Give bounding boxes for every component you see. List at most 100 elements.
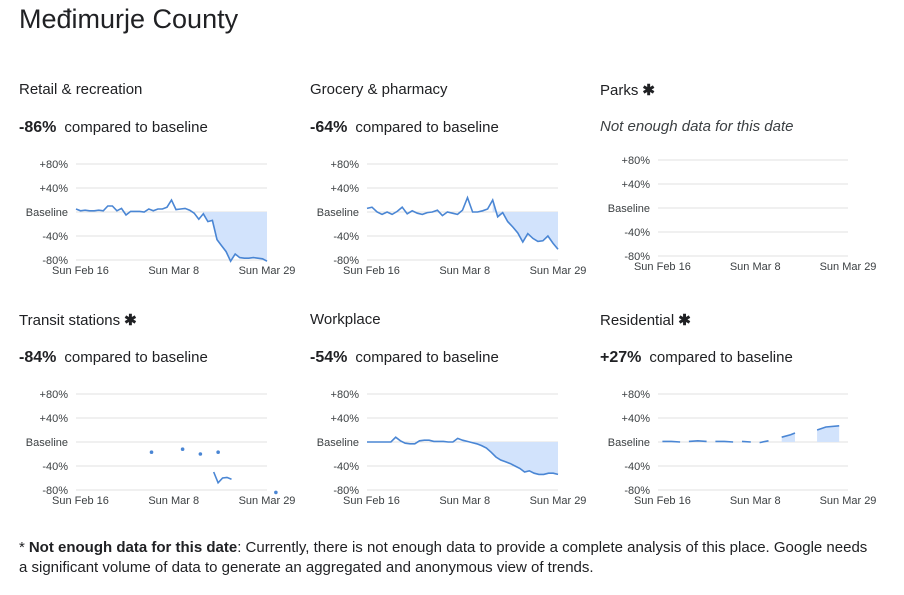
y-tick-label: -40% — [624, 461, 650, 473]
y-tick-label: Baseline — [26, 207, 68, 219]
series-line — [366, 195, 559, 250]
y-tick-label: -80% — [624, 251, 650, 263]
series-line — [662, 440, 681, 443]
y-tick-label: +80% — [622, 155, 651, 167]
shaded-area — [462, 440, 558, 475]
data-point — [274, 490, 278, 495]
y-tick-label: -80% — [333, 255, 359, 267]
y-tick-label: -40% — [42, 231, 68, 243]
y-tick-label: Baseline — [608, 203, 650, 215]
data-point — [180, 447, 185, 451]
y-tick-label: -40% — [333, 231, 359, 243]
percent-change: -64% — [310, 119, 348, 136]
footnote-bold: Not enough data for this date — [28, 539, 238, 556]
asterisk-icon: ✱ — [642, 82, 655, 99]
panel-title: Grocery & pharmacy — [310, 81, 448, 98]
x-tick-label: Sun Mar 29 — [820, 261, 877, 273]
percent-change: -54% — [310, 349, 348, 366]
y-tick-label: Baseline — [317, 437, 359, 449]
x-tick-label: Sun Feb 16 — [52, 495, 109, 507]
x-tick-label: Sun Mar 8 — [148, 495, 199, 507]
panel-residential: Residential ✱ +27% compared to baseline +8… — [600, 311, 890, 531]
y-tick-label: +40% — [40, 413, 69, 425]
compare-label: compared to baseline — [64, 349, 208, 366]
panel-stat: -84% compared to baseline — [19, 349, 208, 367]
x-tick-label: Sun Feb 16 — [343, 265, 400, 277]
compare-label: compared to baseline — [649, 349, 793, 366]
panel-stat: +27% compared to baseline — [600, 349, 793, 367]
x-tick-label: Sun Feb 16 — [634, 495, 691, 507]
y-tick-label: +80% — [331, 389, 360, 401]
y-tick-label: +40% — [622, 413, 651, 425]
shaded-area — [817, 425, 840, 442]
panel-stat: -64% compared to baseline — [310, 119, 499, 137]
workplace-chart: +80% +40% Baseline -40% -80%Sun Feb 16 Sun Ma… — [317, 389, 587, 507]
shaded-area — [203, 212, 267, 262]
x-tick-label: Sun Mar 29 — [530, 495, 587, 507]
data-point — [149, 450, 154, 454]
panel-retail-recreation: Retail & recreation -86% compared to base… — [19, 81, 309, 301]
x-tick-label: Sun Mar 8 — [439, 265, 490, 277]
y-tick-label: +80% — [40, 389, 69, 401]
parks-chart: +80% +40% Baseline -40% -80%Sun Feb 16 Sun Ma… — [608, 155, 877, 273]
panel-workplace: Workplace -54% compared to baseline +80% +… — [310, 311, 600, 531]
asterisk-icon: ✱ — [678, 312, 691, 329]
panel-title: Transit stations ✱ — [19, 312, 137, 329]
y-tick-label: +40% — [331, 413, 360, 425]
y-tick-label: Baseline — [317, 207, 359, 219]
percent-change: -84% — [19, 349, 57, 366]
y-tick-label: -80% — [42, 255, 68, 267]
x-tick-label: Sun Mar 29 — [820, 495, 877, 507]
series-line — [781, 432, 796, 438]
x-tick-label: Sun Mar 8 — [148, 265, 199, 277]
panel-parks: Parks ✱ Not enough data for this date +80… — [600, 81, 890, 301]
series-line — [367, 436, 559, 476]
x-tick-label: Sun Mar 29 — [239, 265, 296, 277]
compare-label: compared to baseline — [355, 349, 499, 366]
compare-label: compared to baseline — [355, 119, 499, 136]
not-enough-data-label: Not enough data for this date — [600, 118, 794, 135]
data-point — [198, 452, 203, 456]
panel-title: Retail & recreation — [19, 81, 143, 98]
residential-chart: +80% +40% Baseline -40% -80%Sun Feb 16 Sun Ma… — [608, 389, 877, 507]
data-point — [216, 450, 220, 454]
footnote-asterisk: * — [19, 539, 25, 556]
y-tick-label: Baseline — [26, 437, 68, 449]
y-tick-label: -80% — [42, 485, 68, 497]
panel-title: Parks ✱ — [600, 82, 655, 99]
percent-change: -86% — [19, 119, 57, 136]
y-tick-label: +40% — [40, 183, 69, 195]
percent-change: +27% — [600, 349, 642, 366]
retail-recreation-chart: +80% +40% Baseline -40% -80%Sun Feb 16 Sun Ma… — [26, 159, 296, 277]
x-tick-label: Sun Feb 16 — [52, 265, 109, 277]
y-tick-label: -40% — [624, 227, 650, 239]
x-tick-label: Sun Mar 8 — [439, 495, 490, 507]
y-tick-label: +80% — [40, 159, 69, 171]
x-tick-label: Sun Mar 29 — [239, 495, 296, 507]
x-tick-label: Sun Mar 8 — [730, 261, 781, 273]
panel-title: Residential ✱ — [600, 312, 691, 329]
page-title: Međimurje County — [19, 4, 239, 34]
y-tick-label: Baseline — [608, 437, 650, 449]
shaded-area — [781, 433, 795, 442]
x-tick-label: Sun Mar 8 — [730, 495, 781, 507]
series-line — [741, 440, 751, 443]
y-tick-label: -80% — [333, 485, 359, 497]
panel-stat: -86% compared to baseline — [19, 119, 208, 137]
panel-stat: -54% compared to baseline — [310, 349, 499, 367]
footnote: * Not enough data for this date: Currentl… — [19, 538, 879, 578]
y-tick-label: -40% — [42, 461, 68, 473]
series-line — [816, 425, 840, 431]
series-line — [759, 440, 769, 444]
panel-title: Workplace — [310, 311, 381, 328]
y-tick-label: +80% — [331, 159, 360, 171]
asterisk-icon: ✱ — [124, 312, 137, 329]
x-tick-label: Sun Mar 29 — [530, 265, 587, 277]
shaded-area — [492, 200, 558, 250]
y-tick-label: +40% — [622, 179, 651, 191]
transit-stations-chart: +80% +40% Baseline -40% -80%Sun Feb 16 Sun Ma… — [26, 389, 296, 507]
y-tick-label: +40% — [331, 183, 360, 195]
y-tick-label: -80% — [624, 485, 650, 497]
x-tick-label: Sun Feb 16 — [634, 261, 691, 273]
panel-grocery-pharmacy: Grocery & pharmacy -64% compared to basel… — [310, 81, 600, 301]
